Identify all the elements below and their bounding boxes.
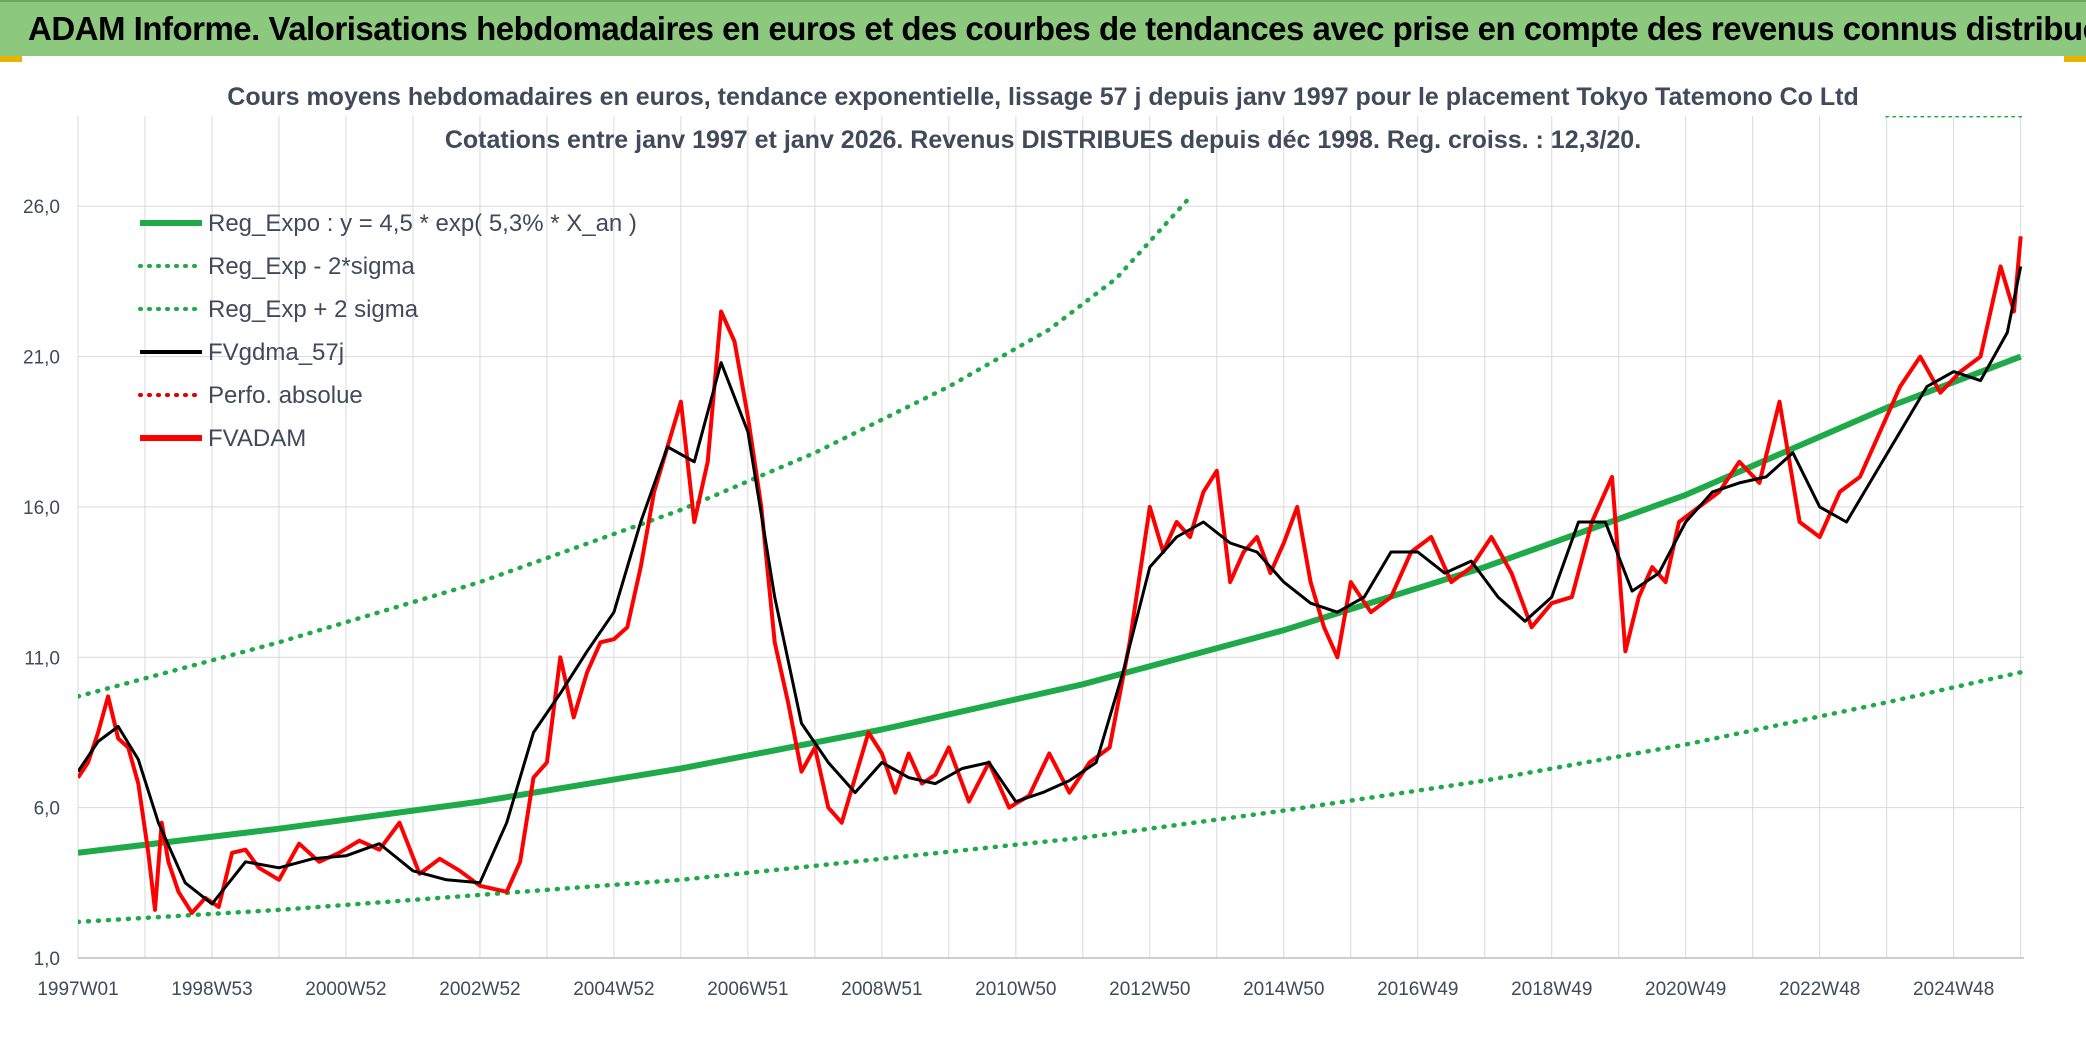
- x-tick-label: 2022W48: [1779, 979, 1860, 1000]
- x-tick-label: 2014W50: [1243, 979, 1324, 1000]
- legend-label: FVgdma_57j: [208, 339, 344, 366]
- series-fvadam: [78, 236, 2023, 915]
- x-tick-label: 1997W01: [37, 979, 118, 1000]
- legend-label: Reg_Expo : y = 4,5 * exp( 5,3% * X_an ): [208, 210, 637, 237]
- x-tick-label: 2024W48: [1913, 979, 1994, 1000]
- legend-label: Reg_Exp - 2*sigma: [208, 253, 415, 280]
- chart-title: Cours moyens hebdomadaires en euros, ten…: [227, 83, 1858, 111]
- grid: [77, 116, 2024, 959]
- report-title: ADAM Informe. Valorisations hebdomadaire…: [28, 10, 2086, 47]
- y-tick-label: 16,0: [23, 498, 60, 519]
- x-tick-label: 2000W52: [305, 979, 386, 1000]
- x-tick-label: 2012W50: [1109, 979, 1190, 1000]
- report-banner: ADAM Informe. Valorisations hebdomadaire…: [0, 0, 2086, 62]
- legend-label: Perfo. absolue: [208, 382, 363, 409]
- y-tick-label: 11,0: [24, 648, 60, 669]
- series-layer: [78, 116, 2023, 925]
- x-tick-label: 2002W52: [439, 979, 520, 1000]
- x-tick-label: 2020W49: [1645, 979, 1726, 1000]
- series-reg-exp-minus-2sigma: [78, 670, 2023, 925]
- chart-frame: 1,0 6,0 11,0 16,0 21,0 26,0 1997W01 1998W53 2000…: [0, 58, 2086, 1037]
- line-chart: 1,0 6,0 11,0 16,0 21,0 26,0 1997W01 1998W53 2000…: [23, 83, 2024, 1000]
- axes: 1,0 6,0 11,0 16,0 21,0 26,0 1997W01 1998W53 2000…: [23, 197, 2024, 1000]
- banner-corner-right: [2064, 56, 2086, 62]
- chart-subtitle: Cotations entre janv 1997 et janv 2026. …: [445, 126, 1641, 154]
- y-tick-label: 6,0: [34, 799, 60, 820]
- legend: Reg_Expo : y = 4,5 * exp( 5,3% * X_an ) R…: [138, 210, 637, 452]
- banner-corner-left: [0, 56, 22, 62]
- x-tick-label: 2016W49: [1377, 979, 1458, 1000]
- y-tick-label: 26,0: [23, 197, 60, 218]
- series-fvgdma-57j: [78, 266, 2023, 906]
- x-tick-label: 2008W51: [841, 979, 922, 1000]
- x-tick-label: 2018W49: [1511, 979, 1592, 1000]
- y-tick-label: 21,0: [23, 348, 60, 369]
- x-tick-label: 2010W50: [975, 979, 1056, 1000]
- series-reg-exp-plus-2sigma: [78, 194, 1193, 699]
- x-tick-label: 2006W51: [707, 979, 788, 1000]
- x-tick-label: 1998W53: [171, 979, 252, 1000]
- y-tick-label: 1,0: [34, 949, 60, 970]
- series-reg-expo: [78, 353, 2022, 856]
- x-tick-label: 2004W52: [573, 979, 654, 1000]
- legend-label: Reg_Exp + 2 sigma: [208, 296, 419, 323]
- legend-label: FVADAM: [208, 425, 306, 452]
